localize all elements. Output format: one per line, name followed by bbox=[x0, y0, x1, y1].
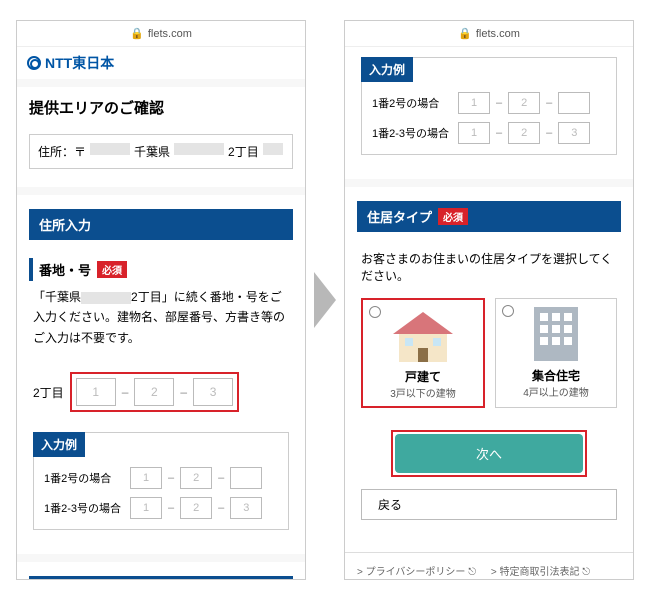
address-pref: 千葉県 bbox=[134, 143, 170, 160]
banchi-highlight: 1 – 2 – 3 bbox=[70, 372, 239, 412]
address-box: 住所：〒 千葉県 2丁目 bbox=[29, 134, 293, 169]
address-city-blur bbox=[174, 143, 224, 155]
brand-text: NTT東日本 bbox=[45, 53, 114, 73]
section-housing-left: 住居タイプ 必須 bbox=[29, 576, 293, 580]
building-icon bbox=[534, 307, 578, 361]
example-box: 入力例 1番2号の場合 1– 2– 1番2-3号の場合 1– 2– 3 bbox=[33, 432, 289, 530]
section-housing: 住居タイプ 必須 bbox=[357, 201, 621, 232]
link-law[interactable]: > 特定商取引法表記 ⎋ bbox=[491, 567, 590, 578]
required-badge: 必須 bbox=[97, 261, 127, 278]
example-row-2: 1番2-3号の場合 1– 2– 3 bbox=[34, 493, 288, 523]
chome-label: 2丁目 bbox=[33, 384, 64, 401]
link-privacy[interactable]: > プライバシーポリシー ⎋ bbox=[357, 567, 476, 578]
banchi-description: 「千葉県2丁目」に続く番地・号をご入力ください。建物名、部屋番号、方書き等のご入… bbox=[17, 287, 305, 348]
banchi-input-2[interactable]: 2 bbox=[134, 378, 174, 406]
arrow-icon bbox=[314, 272, 336, 328]
banchi-input-3[interactable]: 3 bbox=[193, 378, 233, 406]
type-house[interactable]: 戸建て 3戸以下の建物 bbox=[361, 298, 485, 408]
house-icon bbox=[393, 312, 453, 362]
section-address-input: 住所入力 bbox=[29, 209, 293, 240]
address-tail: 2丁目 bbox=[228, 143, 259, 160]
housing-desc: お客さまのお住まいの住居タイプを選択してください。 bbox=[345, 242, 633, 292]
example-box-right: 入力例 1番2号の場合 1– 2– 1番2-3号の場合 1– 2– 3 bbox=[361, 57, 617, 155]
next-button-highlight: 次へ bbox=[391, 430, 587, 477]
radio-house[interactable] bbox=[369, 306, 381, 318]
address-zip-blur bbox=[90, 143, 130, 155]
type-apartment[interactable]: 集合住宅 4戸以上の建物 bbox=[495, 298, 617, 408]
example-head: 入力例 bbox=[33, 432, 85, 457]
page-title: 提供エリアのご確認 bbox=[17, 79, 305, 126]
banchi-input-row: 2丁目 1 – 2 – 3 bbox=[17, 366, 305, 418]
next-button[interactable]: 次へ bbox=[395, 434, 583, 473]
footer-links: > プライバシーポリシー ⎋ > 特定商取引法表記 ⎋ bbox=[345, 552, 633, 580]
url-text: flets.com bbox=[148, 28, 192, 40]
url-bar-right: 🔒 flets.com bbox=[345, 21, 633, 47]
radio-apartment[interactable] bbox=[502, 305, 514, 317]
housing-types: 戸建て 3戸以下の建物 集合住宅 4戸以上の建物 bbox=[345, 292, 633, 414]
back-button[interactable]: 戻る bbox=[361, 489, 617, 520]
address-end-blur bbox=[263, 143, 283, 155]
lock-icon: 🔒 bbox=[458, 27, 472, 40]
brand-logo-icon bbox=[27, 56, 41, 70]
address-label: 住所：〒 bbox=[38, 143, 86, 160]
screen-left: 🔒 flets.com NTT東日本 提供エリアのご確認 住所：〒 千葉県 2丁… bbox=[16, 20, 306, 580]
brand: NTT東日本 bbox=[17, 47, 305, 79]
lock-icon: 🔒 bbox=[130, 27, 144, 40]
screen-right: 🔒 flets.com 入力例 1番2号の場合 1– 2– 1番2-3号の場合 … bbox=[344, 20, 634, 580]
url-bar: 🔒 flets.com bbox=[17, 21, 305, 47]
example-row-1: 1番2号の場合 1– 2– bbox=[34, 463, 288, 493]
subsection-banchi: 番地・号 必須 bbox=[29, 258, 293, 281]
banchi-input-1[interactable]: 1 bbox=[76, 378, 116, 406]
